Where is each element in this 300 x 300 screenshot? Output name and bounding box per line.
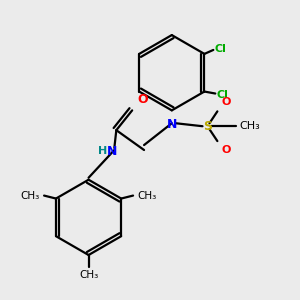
Text: N: N (107, 146, 118, 158)
Text: O: O (221, 98, 231, 107)
Text: Cl: Cl (214, 44, 226, 54)
Text: H: H (98, 146, 107, 156)
Text: CH₃: CH₃ (239, 121, 260, 131)
Text: O: O (221, 145, 231, 155)
Text: Cl: Cl (216, 89, 228, 100)
Text: CH₃: CH₃ (79, 270, 98, 280)
Text: S: S (203, 120, 212, 133)
Text: N: N (167, 118, 177, 131)
Text: CH₃: CH₃ (137, 190, 156, 201)
Text: O: O (137, 93, 148, 106)
Text: CH₃: CH₃ (21, 190, 40, 201)
